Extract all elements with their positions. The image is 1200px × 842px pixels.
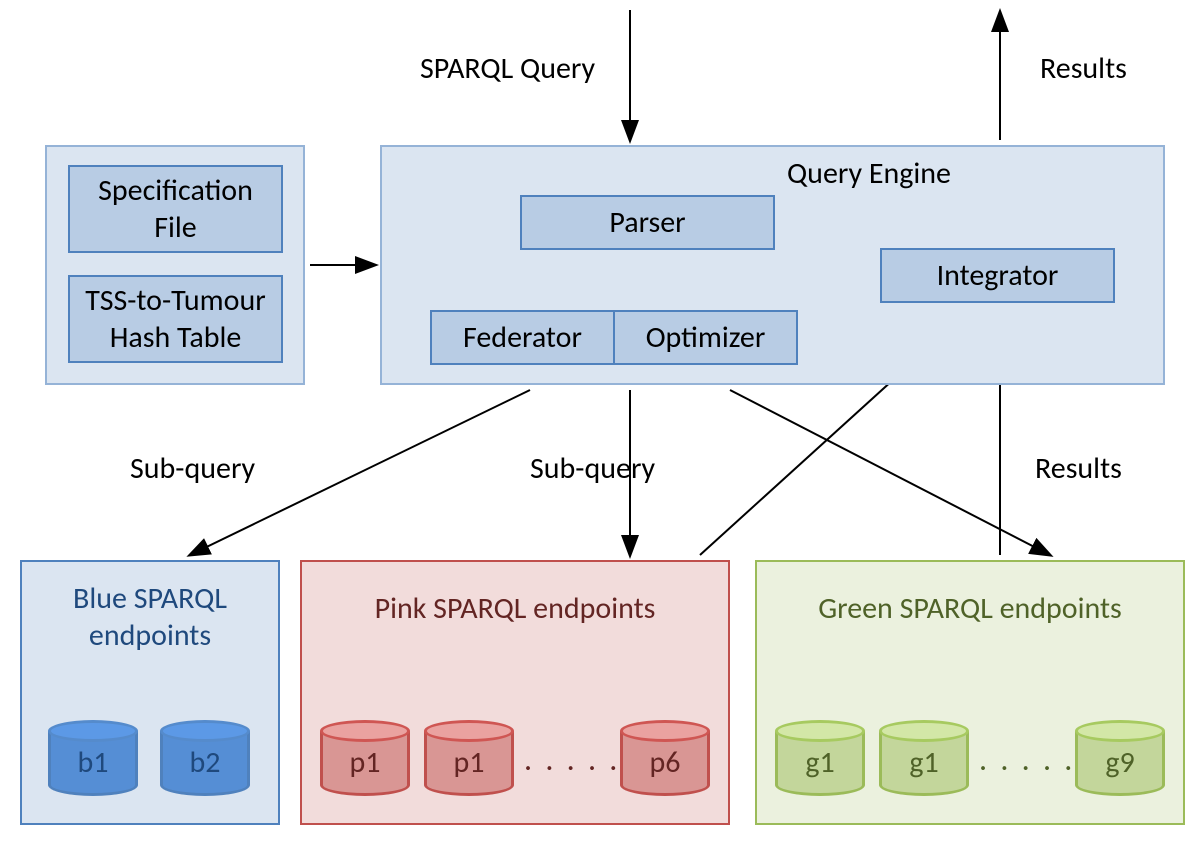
integrator-box: Integrator [880,248,1115,303]
db-g9: g9 [1075,720,1165,796]
db-b2: b2 [160,720,250,796]
db-g1b: g1 [879,720,969,796]
db-p6: p6 [620,720,710,796]
pink-dots: . . . . . [524,740,620,779]
parser-box: Parser [520,195,775,250]
optimizer-box: Optimizer [613,310,798,365]
sub-query-1-label: Sub-query [130,450,255,487]
db-g1a: g1 [775,720,865,796]
db-g1b-top [879,720,969,742]
pink-endpoints-title: Pink SPARQL endpoints [375,590,656,627]
hash-table-box: TSS-to-Tumour Hash Table [68,275,283,363]
federator-box: Federator [430,310,615,365]
db-p1a: p1 [320,720,410,796]
db-b1: b1 [48,720,138,796]
db-p6-top [620,720,710,742]
results-top-label: Results [1040,50,1127,87]
green-dots: . . . . . [979,740,1075,779]
db-b1-top [48,720,138,742]
green-endpoints-title: Green SPARQL endpoints [818,590,1122,627]
db-g1a-top [775,720,865,742]
db-p1b-top [424,720,514,742]
sparql-query-label: SPARQL Query [420,50,595,87]
query-engine-title: Query Engine [787,155,951,192]
db-p1b: p1 [424,720,514,796]
db-b2-top [160,720,250,742]
db-p1a-top [320,720,410,742]
spec-file-box: Specification File [68,165,283,253]
sub-query-2-label: Sub-query [530,450,655,487]
blue-endpoints-title: Blue SPARQL endpoints [73,580,227,654]
cross-right [730,390,1050,555]
results-mid-label: Results [1035,450,1122,487]
db-g9-top [1075,720,1165,742]
